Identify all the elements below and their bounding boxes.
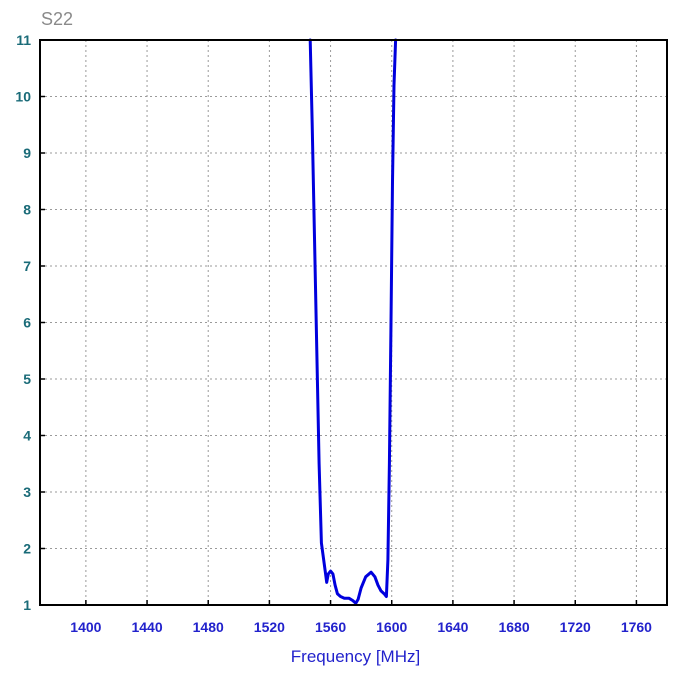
y-tick-labels: 1 2 3 4 5 6 7 8 9 10 11 <box>15 32 31 613</box>
y-tick-label: 8 <box>23 202 31 218</box>
plot-frame <box>39 39 668 606</box>
y-tick-label: 4 <box>23 428 31 444</box>
grid-lines <box>40 40 667 605</box>
x-tick-label: 1480 <box>193 619 224 635</box>
x-tick-label: 1440 <box>131 619 162 635</box>
series-layer <box>308 38 398 605</box>
y-tick-label: 2 <box>23 541 31 557</box>
y-tick-label: 3 <box>23 484 31 500</box>
s22-series-line <box>308 38 398 605</box>
x-tick-labels: 1400 1440 1480 1520 1560 1600 1640 1680 1720 1760 <box>70 619 652 635</box>
y-tick-label: 11 <box>16 32 31 48</box>
x-tick-label: 1720 <box>560 619 591 635</box>
y-tick-label: 9 <box>23 145 31 161</box>
x-tick-label: 1680 <box>498 619 529 635</box>
chart-title: S22 <box>41 9 73 29</box>
x-tick-label: 1400 <box>70 619 101 635</box>
x-tick-label: 1760 <box>621 619 652 635</box>
y-tick-label: 1 <box>23 597 31 613</box>
axes <box>40 39 638 606</box>
x-tick-label: 1520 <box>254 619 285 635</box>
y-tick-label: 10 <box>15 89 31 105</box>
x-tick-label: 1560 <box>315 619 346 635</box>
y-tick-label: 7 <box>23 258 31 274</box>
y-tick-label: 5 <box>23 371 31 387</box>
x-tick-label: 1600 <box>376 619 407 635</box>
x-axis-label: Frequency [MHz] <box>291 647 420 666</box>
y-tick-label: 6 <box>23 315 31 331</box>
x-tick-label: 1640 <box>437 619 468 635</box>
